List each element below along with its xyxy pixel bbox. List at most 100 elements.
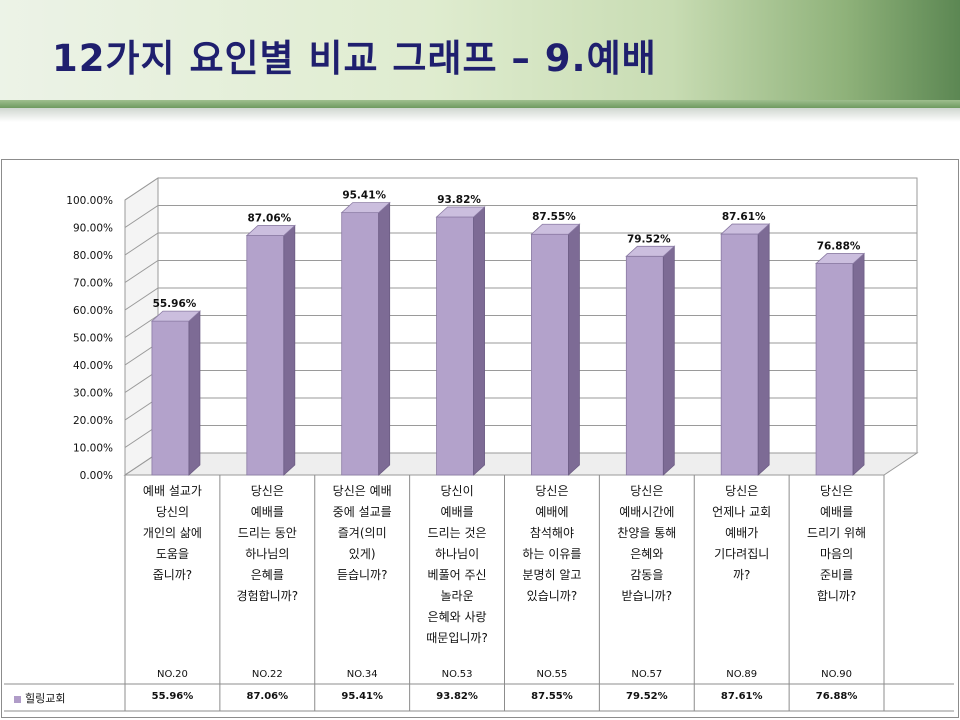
y-tick-label: 0.00%: [80, 470, 113, 482]
question-line: 개인의 삶에: [142, 526, 202, 540]
question-line: 받습니까?: [621, 589, 673, 603]
table-value: 87.06%: [246, 691, 289, 702]
question-line: 줍니까?: [152, 568, 193, 582]
table-value: 93.82%: [436, 691, 478, 702]
question-cell: 당신은 예배시간에 찬양을 통해 은혜와 감동을 받습니까?: [599, 481, 694, 664]
header-shadow: [0, 108, 960, 122]
category-label: NO.53: [441, 669, 473, 680]
bar-top: [720, 223, 771, 235]
question-line: 찬양을 통해: [617, 526, 677, 540]
question-line: 있게): [348, 547, 376, 561]
question-line: 기다려집니: [714, 547, 770, 561]
y-tick-label: 100.00%: [66, 195, 113, 207]
data-label: 76.88%: [817, 241, 861, 253]
question-line: 하는 이유를: [522, 547, 582, 561]
question-line: 분명히 알고: [522, 568, 582, 582]
data-label: 55.96%: [153, 298, 197, 310]
gridline: [124, 342, 917, 366]
question-line: 예배를: [250, 505, 284, 519]
question-line: 하나님의: [245, 547, 290, 561]
question-line: 은혜와: [630, 547, 664, 561]
question-cell: 당신은 예배를 드리기 위해 마음의 준비를 합니까?: [789, 481, 884, 664]
question-line: 즐겨(의미: [337, 526, 387, 540]
category-label: NO.34: [346, 669, 378, 680]
bar: [720, 233, 759, 476]
gridline: [124, 287, 917, 311]
question-line: 드리는 동안: [237, 526, 297, 540]
question-line: 예배를: [820, 505, 854, 519]
y-tick-label: 60.00%: [73, 305, 113, 317]
y-tick-label: 30.00%: [73, 388, 113, 400]
question-line: 예배에: [535, 505, 569, 519]
data-label: 87.55%: [532, 211, 576, 223]
y-tick-label: 40.00%: [73, 360, 113, 372]
bar-side: [283, 224, 296, 476]
question-cell: 당신이 예배를 드리는 것은 하나님이 베풀어 주신 놀라운 은혜와 사랑 때문입니까?: [410, 481, 505, 664]
y-tick-label: 50.00%: [73, 333, 113, 345]
question-line: 있습니까?: [526, 589, 578, 603]
gridline: [124, 177, 917, 201]
question-line: 예배를: [440, 505, 474, 519]
data-label: 93.82%: [437, 194, 481, 206]
category-label: NO.55: [536, 669, 568, 680]
question-line: 베풀어 주신: [427, 568, 487, 582]
bar: [815, 263, 854, 476]
legend-label: 힐링교회: [25, 692, 66, 705]
question-line: 마음의: [820, 547, 854, 561]
legend-entry: 힐링교회: [14, 690, 123, 706]
table-value: 87.61%: [720, 691, 763, 702]
question-line: 중에 설교를: [332, 505, 392, 519]
question-line: 합니까?: [816, 589, 857, 603]
question-line: 당신은: [820, 484, 854, 498]
question-line: 당신은 예배: [332, 484, 392, 498]
chart-floor: [123, 452, 919, 476]
category-label: NO.20: [157, 669, 188, 680]
data-label: 87.06%: [247, 213, 291, 225]
question-line: 경험합니까?: [236, 589, 299, 603]
data-label: 87.61%: [722, 211, 766, 223]
question-line: 은혜를: [250, 568, 284, 582]
bar-side: [662, 245, 675, 476]
category-label: NO.22: [251, 669, 283, 680]
bar: [531, 233, 569, 476]
question-line: 당신이: [440, 484, 474, 498]
category-label: NO.90: [821, 669, 852, 680]
question-line: 언제나 교회: [712, 505, 772, 519]
question-line: 준비를: [820, 568, 854, 582]
question-line: 당신은: [630, 484, 664, 498]
question-line: 예배 설교가: [142, 484, 202, 498]
chart-frame: 0.00% 10.00% 20.00% 30.00% 40.00% 50.00% 60.00…: [1, 159, 959, 718]
question-line: 참석해야: [529, 526, 575, 540]
data-label: 95.41%: [342, 190, 386, 202]
question-line: 예배시간에: [619, 505, 675, 519]
table-value: 55.96%: [151, 691, 194, 702]
question-line: 하나님이: [434, 547, 480, 561]
bar-side: [378, 201, 391, 476]
bar: [246, 235, 285, 476]
bar-side: [852, 252, 865, 476]
gridline: [124, 315, 917, 338]
table-value: 76.88%: [815, 691, 858, 702]
bar-top: [340, 202, 391, 214]
bar: [151, 320, 190, 476]
question-cell: 당신은 예배에 참석해야 하는 이유를 분명히 알고 있습니까?: [505, 481, 600, 664]
bar-top: [435, 206, 486, 218]
bar-side: [473, 206, 485, 476]
question-line: 은혜와 사랑: [427, 610, 487, 624]
question-cell: 예배 설교가 당신의 개인의 삶에 도움을 줍니까?: [125, 481, 220, 664]
gridline: [124, 232, 917, 256]
category-label: NO.89: [726, 669, 758, 680]
table-value: 95.41%: [341, 691, 384, 702]
legend-swatch: [14, 695, 21, 703]
question-line: 드리는 것은: [427, 526, 487, 540]
question-line: 당신의: [155, 505, 189, 519]
gridline: [124, 397, 917, 421]
question-line: 당신은: [250, 484, 284, 498]
bar-chart: 0.00% 10.00% 20.00% 30.00% 40.00% 50.00% 60.00…: [4, 177, 954, 712]
question-cell: 당신은 언제나 교회 예배가 기다려집니 까?: [694, 481, 789, 664]
page-title: 12가지 요인별 비교 그래프 – 9.예배: [52, 37, 657, 80]
category-label: NO.57: [631, 669, 663, 680]
gridline: [124, 370, 917, 393]
table-value: 87.55%: [531, 691, 573, 702]
